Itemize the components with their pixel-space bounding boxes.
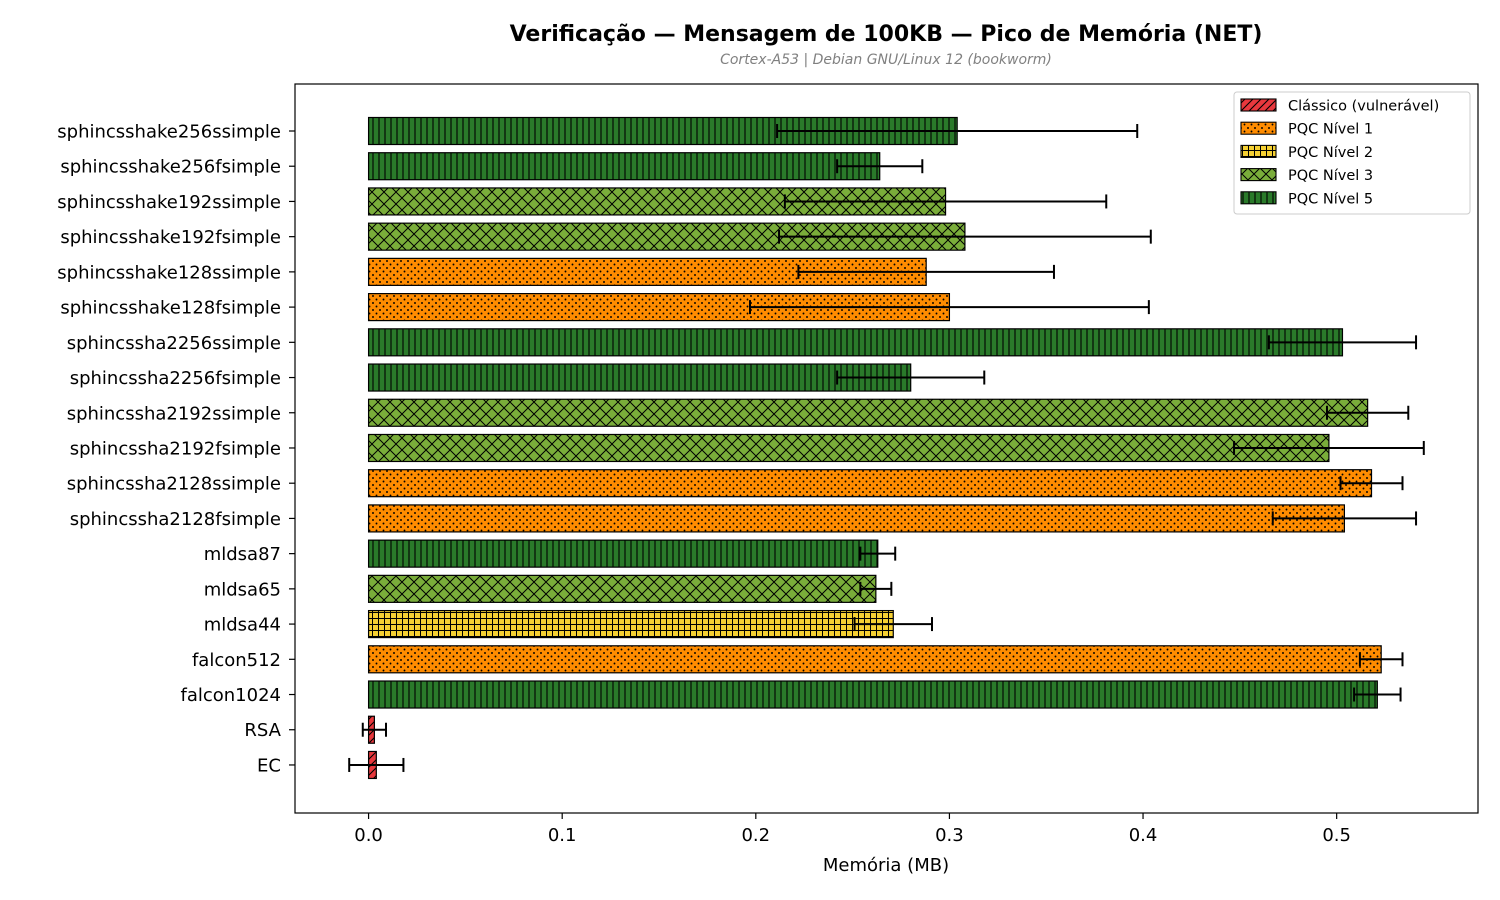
legend-item-l5: PQC Nível 5: [1240, 191, 1373, 207]
bar-sphincssha2128ssimple: [367, 469, 1373, 498]
error-bar-sphincsshake192fsimple: [778, 229, 1152, 244]
legend-box: [1233, 91, 1471, 215]
legend-swatch: [1240, 144, 1277, 158]
legend-label: PQC Nível 3: [1288, 168, 1373, 184]
x-tick-label: 0.0: [354, 825, 383, 846]
x-tick-label: 0.4: [1129, 825, 1158, 846]
error-bar-sphincssha2128fsimple: [1271, 511, 1418, 526]
y-tick-label: mldsa87: [204, 544, 281, 565]
legend-item-classic: Clássico (vulnerável): [1240, 98, 1439, 115]
x-axis: 0.0 0.1 0.2 0.3 0.4 0.5: [354, 813, 1351, 846]
bar-sphincssha2192ssimple: [367, 398, 1369, 427]
error-bars-layer: [348, 124, 1425, 772]
legend-label: Clássico (vulnerável): [1288, 99, 1439, 115]
bar-sphincsshake256fsimple: [367, 152, 881, 181]
legend-label: PQC Nível 1: [1288, 122, 1373, 138]
x-tick-label: 0.2: [741, 825, 770, 846]
y-tick-label: RSA: [244, 720, 281, 741]
y-tick-label: sphincsshake192ssimple: [57, 192, 281, 213]
y-tick-label: sphincssha2192ssimple: [67, 403, 281, 424]
y-tick-label: sphincssha2192fsimple: [70, 438, 281, 459]
error-bar-RSA: [361, 722, 387, 737]
error-bar-falcon1024: [1353, 687, 1402, 702]
x-tick-label: 0.1: [548, 825, 577, 846]
error-bar-mldsa65: [859, 581, 893, 596]
legend-label: PQC Nível 5: [1288, 191, 1373, 207]
bar-sphincssha2256fsimple: [367, 363, 912, 392]
legend-swatch: [1240, 191, 1277, 205]
y-tick-label: mldsa44: [204, 615, 281, 636]
error-bar-falcon512: [1358, 652, 1404, 667]
y-tick-label: sphincssha2256ssimple: [67, 333, 281, 354]
y-axis: sphincsshake256ssimple sphincsshake256fsi…: [57, 122, 295, 776]
error-bar-mldsa44: [853, 617, 933, 632]
y-tick-label: sphincsshake192fsimple: [60, 227, 281, 248]
legend-item-l2: PQC Nível 2: [1240, 144, 1373, 161]
bar-sphincssha2192fsimple: [367, 433, 1330, 463]
bar-sphincssha2128fsimple: [367, 504, 1346, 533]
error-bar-EC: [348, 757, 405, 772]
chart-subtitle: Cortex-A53 | Debian GNU/Linux 12 (bookwo…: [720, 52, 1052, 68]
y-tick-label: sphincssha2128fsimple: [70, 509, 281, 530]
legend-item-l1: PQC Nível 1: [1240, 121, 1373, 138]
x-tick-label: 0.5: [1322, 825, 1351, 846]
legend-swatch: [1240, 121, 1277, 135]
bar-sphincssha2256ssimple: [367, 328, 1344, 357]
legend-label: PQC Nível 2: [1288, 145, 1373, 161]
error-bar-mldsa87: [859, 546, 897, 561]
y-tick-label: falcon512: [192, 650, 281, 671]
bar-mldsa65: [367, 574, 877, 603]
x-axis-label: Memória (MB): [823, 855, 949, 876]
legend-swatch: [1240, 98, 1277, 112]
chart-title: Verificação — Mensagem de 100KB — Pico d…: [510, 22, 1263, 47]
error-bar-sphincssha2192fsimple: [1233, 440, 1425, 455]
y-tick-label: mldsa65: [204, 579, 281, 600]
y-tick-label: sphincssha2256fsimple: [70, 368, 281, 389]
legend: Clássico (vulnerável) PQC Nível 1 PQC Níve…: [1233, 91, 1471, 215]
y-tick-label: sphincssha2128ssimple: [67, 474, 281, 495]
error-bar-sphincssha2256fsimple: [836, 370, 986, 385]
y-tick-label: EC: [257, 755, 281, 776]
x-tick-label: 0.3: [935, 825, 964, 846]
error-bar-sphincsshake128fsimple: [749, 300, 1150, 315]
bars-layer: [367, 116, 1382, 780]
y-tick-label: sphincsshake256ssimple: [57, 122, 281, 143]
bar-falcon512: [367, 645, 1382, 674]
error-bar-sphincssha2192ssimple: [1325, 405, 1410, 420]
error-bar-sphincsshake128ssimple: [797, 264, 1055, 279]
bar-falcon1024: [367, 680, 1378, 709]
error-bar-sphincsshake256ssimple: [776, 124, 1139, 138]
error-bar-sphincsshake256fsimple: [836, 159, 924, 174]
legend-item-l3: PQC Nível 3: [1240, 168, 1373, 184]
error-bar-sphincsshake192ssimple: [783, 194, 1108, 209]
error-bar-sphincssha2128ssimple: [1339, 476, 1404, 491]
y-tick-label: sphincsshake128fsimple: [60, 298, 281, 319]
legend-swatch: [1240, 168, 1277, 182]
y-tick-label: sphincsshake128ssimple: [57, 262, 281, 283]
error-bar-sphincssha2256ssimple: [1267, 335, 1418, 350]
y-tick-label: falcon1024: [181, 685, 282, 706]
bar-mldsa44: [367, 609, 894, 639]
y-tick-label: sphincsshake256fsimple: [60, 157, 281, 178]
bar-mldsa87: [367, 539, 879, 568]
